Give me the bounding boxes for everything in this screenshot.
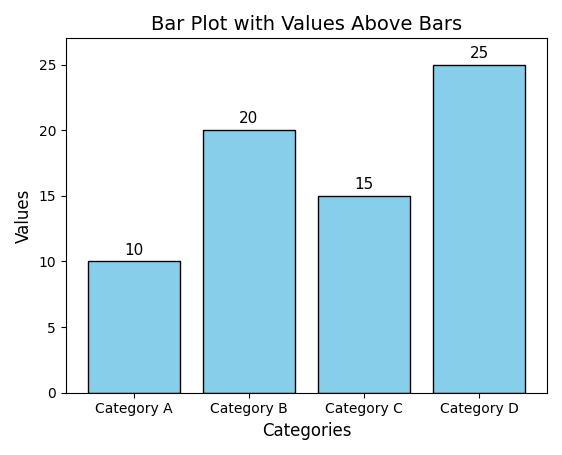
Bar	[318, 196, 410, 393]
Bar	[433, 65, 525, 393]
Y-axis label: Values: Values	[15, 188, 33, 243]
Text: 15: 15	[355, 177, 374, 192]
Text: 25: 25	[469, 46, 489, 61]
Title: Bar Plot with Values Above Bars: Bar Plot with Values Above Bars	[151, 15, 462, 34]
Bar	[203, 130, 295, 393]
Bar	[88, 262, 180, 393]
X-axis label: Categories: Categories	[262, 422, 351, 440]
Text: 20: 20	[239, 111, 259, 126]
Text: 10: 10	[124, 243, 143, 258]
